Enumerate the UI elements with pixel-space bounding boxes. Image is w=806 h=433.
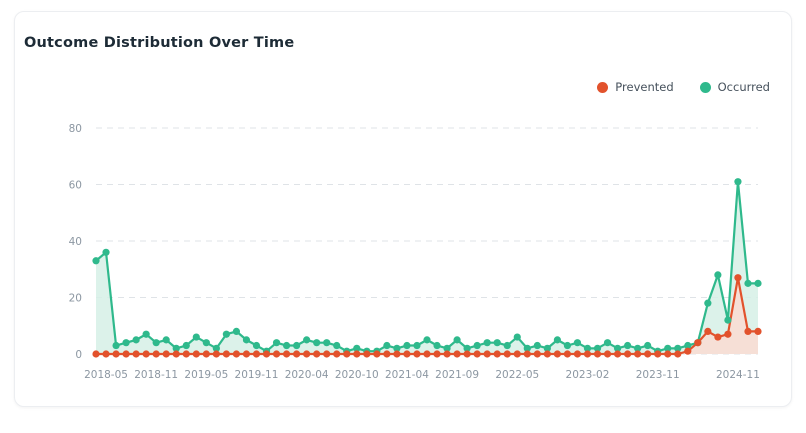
legend-swatch-prevented [597,81,609,93]
legend-label-occurred: Occurred [717,80,770,94]
legend-label-prevented: Prevented [615,80,674,94]
chart-card [14,11,792,407]
legend-item-prevented[interactable]: Prevented [597,80,674,94]
page-title: Outcome Distribution Over Time [24,35,295,51]
legend-swatch-occurred [699,81,711,93]
chart-legend: Prevented Occurred [597,80,770,94]
legend-item-occurred[interactable]: Occurred [699,80,770,94]
